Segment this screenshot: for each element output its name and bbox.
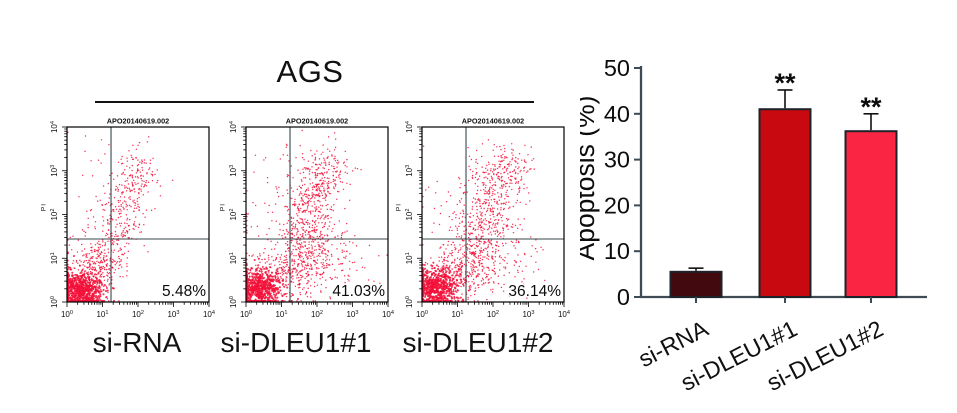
y-tick-label: 103 — [405, 165, 414, 177]
pi-axis-label: PI — [396, 203, 403, 211]
quadrant-lines — [422, 127, 564, 302]
y-tick-label: 102 — [229, 208, 238, 220]
significance-marker: ** — [860, 92, 882, 122]
x-tick-label: 101 — [451, 310, 463, 319]
apoptosis-percent-label: 36.14% — [508, 283, 561, 300]
pi-axis-label: PI — [220, 203, 227, 211]
bar-si-DLEU1#2 — [844, 130, 898, 299]
flow-filename: APO20140619.002 — [462, 117, 524, 126]
y-tick-label: 103 — [229, 165, 238, 177]
x-tick-label: 102 — [132, 310, 144, 319]
x-tick-label: 102 — [311, 310, 323, 319]
y-tick-label: 101 — [229, 252, 238, 264]
axis-ticks — [417, 126, 565, 307]
x-tick-label: 103 — [167, 310, 179, 319]
y-tick-label: 104 — [50, 121, 59, 133]
flow-caption-si-dleu1-1: si-DLEU1#1 — [220, 327, 372, 358]
y-tick-label: 104 — [229, 121, 238, 133]
y-tick-label: 103 — [50, 165, 59, 177]
error-bar — [777, 89, 793, 109]
flow-filename: APO20140619.002 — [107, 117, 169, 126]
y-tick-label: 102 — [50, 208, 59, 220]
x-tick-label: 104 — [558, 310, 570, 319]
x-tick-label: 100 — [240, 310, 252, 319]
y-tick-label: 100 — [405, 296, 414, 308]
axis-ticks — [62, 126, 210, 307]
bar-si-DLEU1#1 — [758, 108, 812, 298]
y-tick-label: 50 — [604, 55, 630, 81]
x-tick-label: 103 — [346, 310, 358, 319]
title-underline — [95, 101, 534, 104]
apoptosis-percent-label: 41.03% — [332, 283, 385, 300]
pi-axis-label: PI — [41, 203, 48, 211]
quadrant-lines — [67, 127, 209, 302]
plot-area — [67, 127, 209, 302]
y-tick-label: 20 — [604, 192, 630, 218]
y-tick-label: 40 — [604, 101, 630, 127]
apoptosis-percent-label: 5.48% — [162, 283, 206, 300]
y-tick-label: 0 — [617, 284, 630, 310]
axis-ticks — [241, 126, 389, 307]
x-tick-label: 103 — [522, 310, 534, 319]
x-tick-label: 102 — [487, 310, 499, 319]
y-tick-label: 100 — [229, 296, 238, 308]
cell-line-title: AGS — [276, 54, 344, 89]
y-tick-label: 100 — [50, 296, 59, 308]
scatter-dots — [246, 129, 388, 302]
x-tick-label: 104 — [382, 310, 394, 319]
y-tick-label: 104 — [405, 121, 414, 133]
y-tick-label: 10 — [604, 238, 630, 264]
y-tick-label: 102 — [405, 208, 414, 220]
error-bar — [863, 113, 879, 131]
flow-caption-si-rna: si-RNA — [92, 327, 182, 358]
flow-filename: APO20140619.002 — [286, 117, 348, 126]
x-tick-label: 100 — [61, 310, 73, 319]
quadrant-lines — [246, 127, 388, 302]
flow-caption-si-dleu1-2: si-DLEU1#2 — [402, 327, 554, 358]
y-tick-label: 30 — [604, 147, 630, 173]
x-tick-label: 101 — [96, 310, 108, 319]
significance-marker: ** — [774, 68, 796, 98]
x-tick-label: 100 — [416, 310, 428, 319]
x-tick-label: 104 — [203, 310, 215, 319]
error-bar — [688, 267, 704, 271]
bar-si-RNA — [669, 270, 723, 298]
y-tick-label: 101 — [405, 252, 414, 264]
y-axis-title: Apoptosis (%) — [580, 96, 600, 261]
x-tick-label: 101 — [275, 310, 287, 319]
y-tick-label: 101 — [50, 252, 59, 264]
